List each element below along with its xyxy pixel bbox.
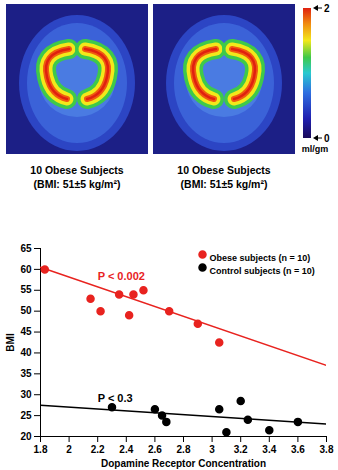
svg-text:60: 60	[20, 264, 32, 275]
svg-text:3.2: 3.2	[234, 444, 248, 455]
svg-text:(BMI: 51±5 kg/m²): (BMI: 51±5 kg/m²)	[181, 178, 268, 190]
svg-text:2.6: 2.6	[148, 444, 162, 455]
svg-text:3.6: 3.6	[291, 444, 305, 455]
svg-text:P < 0.3: P < 0.3	[98, 392, 133, 404]
svg-text:3.4: 3.4	[262, 444, 276, 455]
svg-text:40: 40	[20, 347, 32, 358]
svg-text:2.4: 2.4	[119, 444, 133, 455]
svg-text:1.8: 1.8	[34, 444, 48, 455]
svg-text:2: 2	[66, 444, 72, 455]
svg-text:3: 3	[209, 444, 215, 455]
svg-text:Dopamine Receptor Concentratio: Dopamine Receptor Concentration	[101, 458, 266, 469]
svg-text:55: 55	[20, 284, 32, 295]
svg-text:Obese subjects (n = 10): Obese subjects (n = 10)	[210, 253, 311, 263]
svg-text:ml/gm: ml/gm	[302, 144, 329, 154]
svg-text:65: 65	[20, 243, 32, 254]
svg-text:10 Obese Subjects: 10 Obese Subjects	[30, 164, 124, 176]
svg-text:50: 50	[20, 305, 32, 316]
svg-text:P < 0.002: P < 0.002	[98, 270, 145, 282]
svg-text:0: 0	[324, 133, 330, 144]
svg-text:2.2: 2.2	[91, 444, 105, 455]
svg-text:30: 30	[20, 389, 32, 400]
svg-text:3.8: 3.8	[320, 444, 334, 455]
svg-text:20: 20	[20, 431, 32, 442]
svg-text:BMI: BMI	[5, 333, 16, 352]
svg-text:25: 25	[20, 410, 32, 421]
svg-text:Control subjects (n = 10): Control subjects (n = 10)	[210, 266, 315, 276]
svg-text:35: 35	[20, 368, 32, 379]
svg-text:2.8: 2.8	[177, 444, 191, 455]
svg-text:2: 2	[324, 3, 330, 14]
svg-text:45: 45	[20, 326, 32, 337]
svg-text:10 Obese Subjects: 10 Obese Subjects	[177, 164, 271, 176]
svg-text:(BMI: 51±5 kg/m²): (BMI: 51±5 kg/m²)	[34, 178, 121, 190]
